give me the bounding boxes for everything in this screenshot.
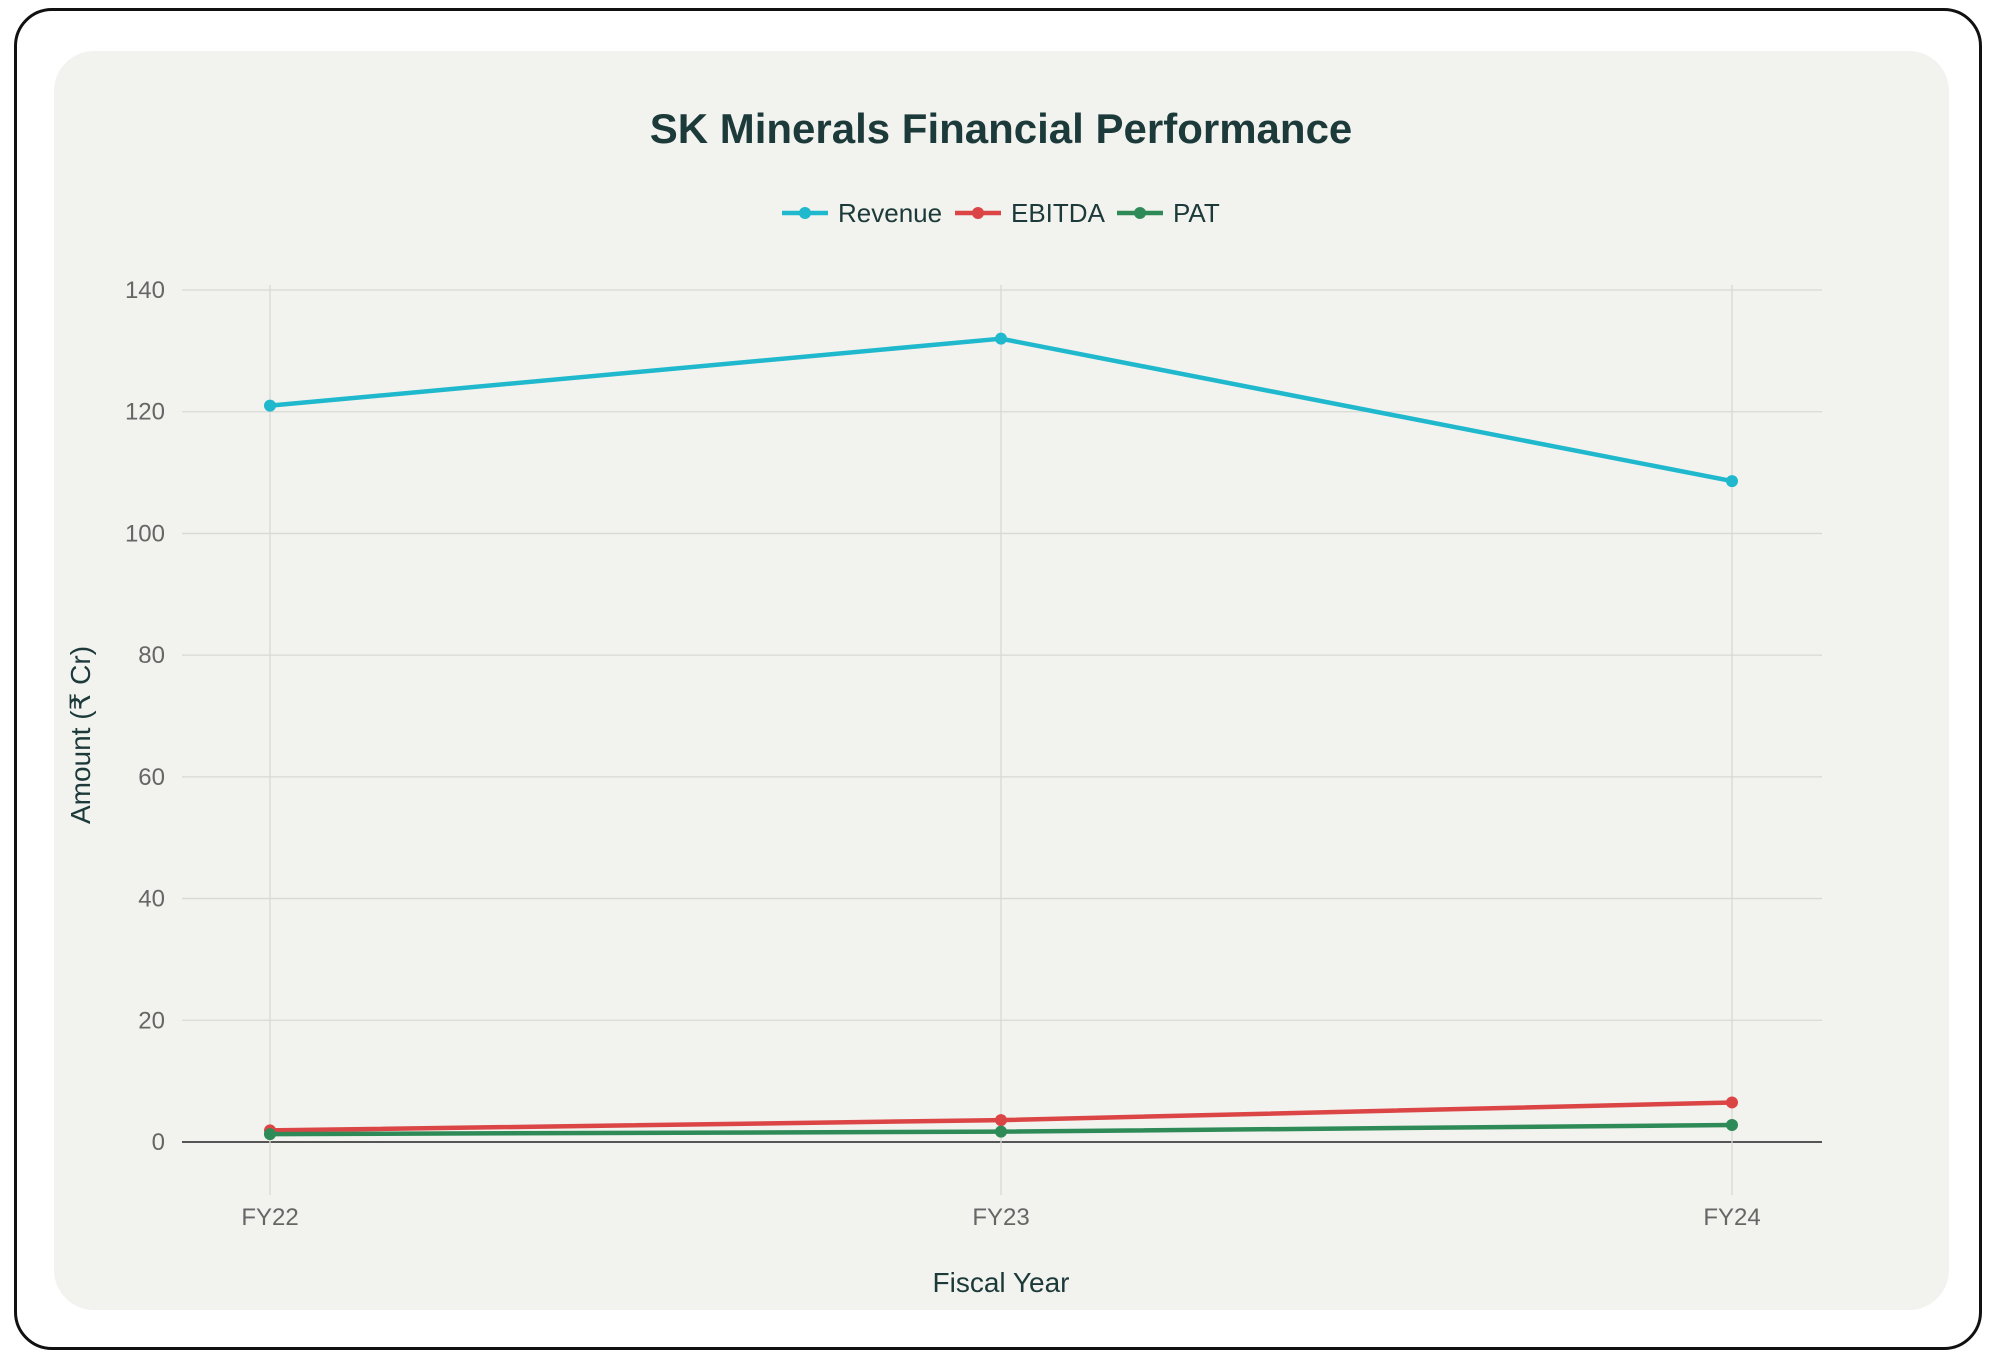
y-tick-label: 40 (138, 886, 165, 913)
x-axis-title: Fiscal Year (933, 1267, 1070, 1298)
y-tick-label: 20 (138, 1007, 165, 1034)
x-axis-ticks: FY22 FY23 FY24 (241, 1204, 1760, 1231)
y-tick-label: 80 (138, 642, 165, 669)
chart-title: SK Minerals Financial Performance (650, 105, 1353, 152)
y-tick-label: 60 (138, 764, 165, 791)
revenue-legend-label: Revenue (838, 198, 942, 228)
pat-point (1726, 1118, 1738, 1131)
y-tick-label: 0 (152, 1129, 165, 1156)
x-tick-label: FY22 (241, 1204, 298, 1231)
pat-point (995, 1125, 1007, 1138)
pat-legend-label: PAT (1173, 198, 1220, 228)
series-group (264, 332, 1738, 1141)
revenue-legend-marker (799, 207, 811, 219)
ebitda-point (995, 1114, 1007, 1127)
pat-point (264, 1128, 276, 1141)
x-tick-label: FY23 (972, 1204, 1029, 1231)
revenue-point (995, 332, 1007, 345)
pat-legend-marker (1134, 207, 1146, 219)
y-axis-ticks: 0 20 40 60 80 100 120 140 (125, 277, 165, 1156)
x-tick-label: FY24 (1703, 1204, 1760, 1231)
grid (182, 285, 1822, 1195)
ebitda-legend-marker (972, 207, 984, 219)
y-axis-title: Amount (₹ Cr) (65, 646, 96, 824)
legend: Revenue EBITDA PAT (782, 198, 1220, 228)
y-tick-label: 100 (125, 520, 165, 547)
y-tick-label: 120 (125, 399, 165, 426)
revenue-point (1726, 475, 1738, 488)
ebitda-legend-label: EBITDA (1011, 198, 1106, 228)
ebitda-point (1726, 1096, 1738, 1109)
y-tick-label: 140 (125, 277, 165, 304)
revenue-point (264, 399, 276, 412)
